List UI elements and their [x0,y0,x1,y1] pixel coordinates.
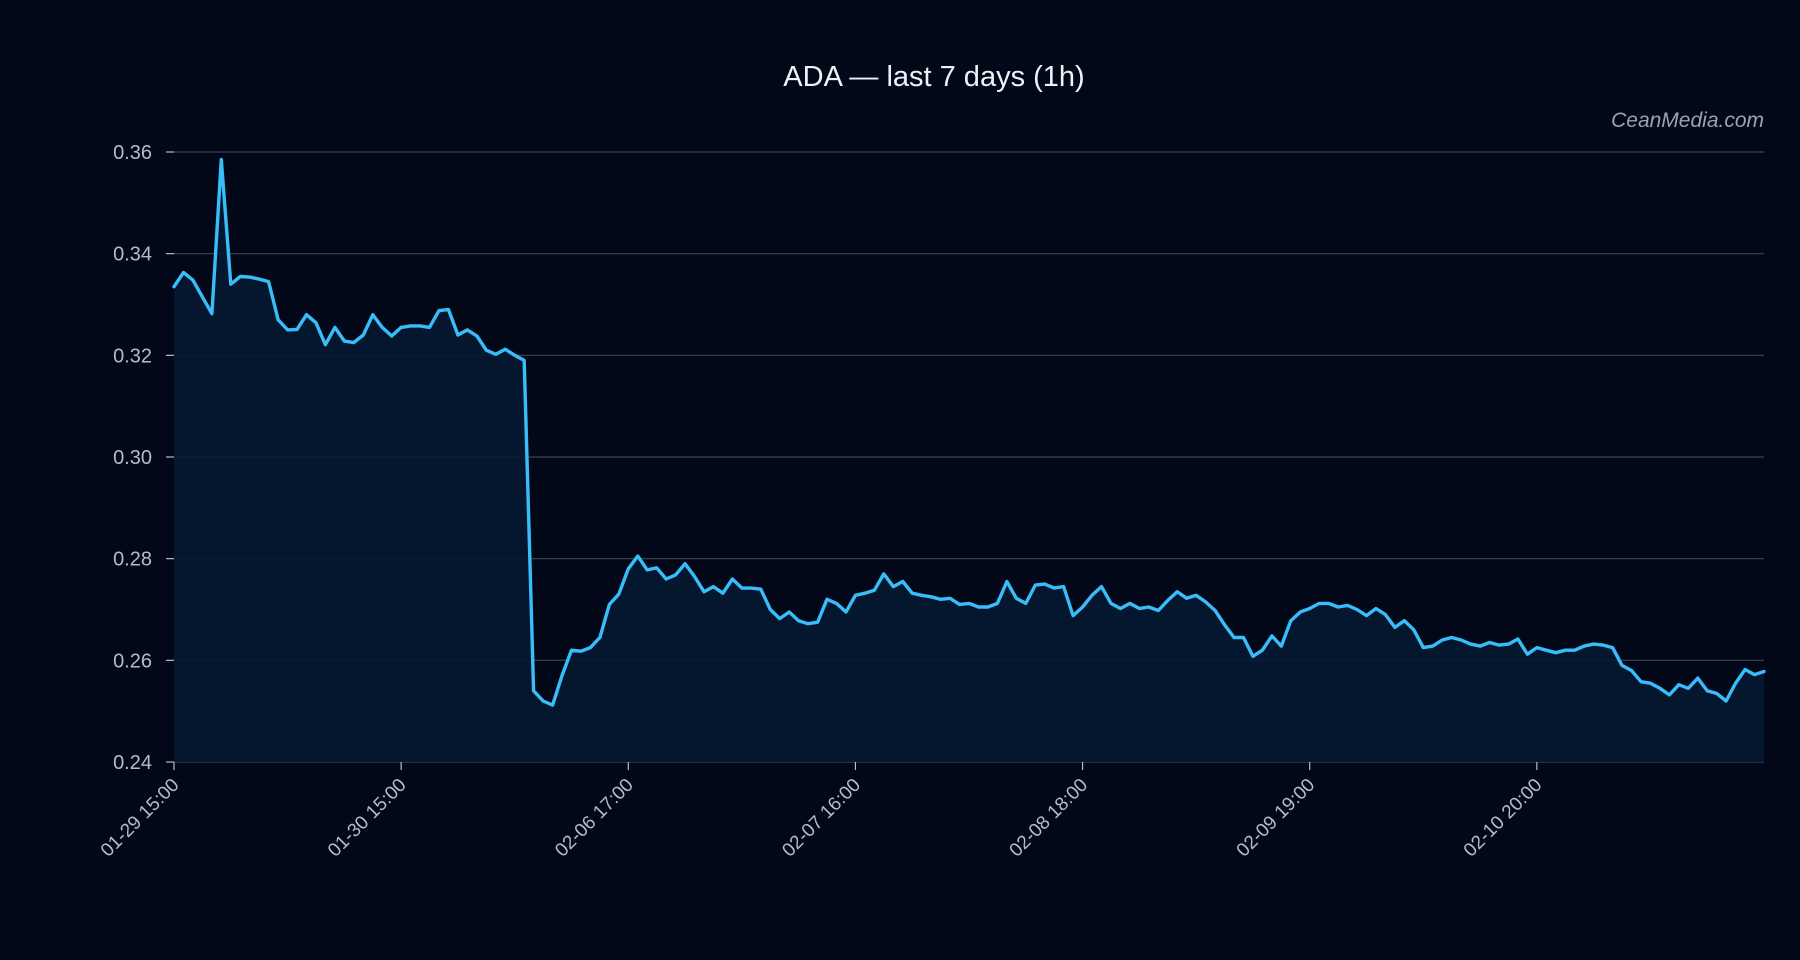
chart-title: ADA — last 7 days (1h) [783,61,1084,93]
y-tick-label: 0.34 [113,244,152,266]
series-area [174,159,1764,763]
y-tick-label: 0.26 [113,650,152,672]
line-layer [172,157,1766,707]
series-line [172,157,1766,707]
y-tick-label: 0.28 [113,549,152,571]
y-tick-label: 0.24 [113,752,152,774]
y-axis-ticks: 0.24 0.26 0.28 0.30 0.32 0.34 0.36 [113,142,174,774]
y-tick-label: 0.36 [113,142,152,164]
watermark: CeanMedia.com [1611,109,1764,132]
y-tick-label: 0.32 [113,345,152,367]
y-tick-label: 0.30 [113,447,152,469]
area-layer [174,159,1764,763]
